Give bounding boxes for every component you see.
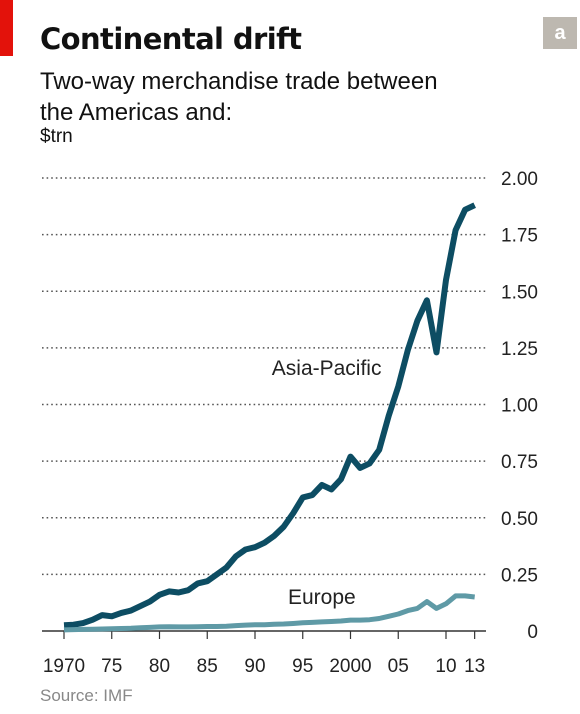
- brand-red-bar: [0, 0, 13, 56]
- x-tick-label: 80: [149, 656, 170, 677]
- series-lines: [63, 202, 476, 633]
- source-note: Source: IMF: [40, 686, 133, 705]
- x-tick-label: 90: [244, 656, 265, 677]
- y-tick-label: 0.50: [501, 509, 538, 530]
- series-line-asia-pacific: [63, 202, 476, 629]
- publisher-logo: a: [543, 17, 577, 49]
- gridlines: [42, 177, 486, 632]
- y-tick-label: 1.25: [501, 339, 538, 360]
- y-tick-label: 0.25: [501, 565, 538, 586]
- y-tick-label: 1.00: [501, 396, 538, 417]
- x-tick-label: 05: [388, 656, 409, 677]
- y-tick-label: 1.50: [501, 282, 538, 303]
- y-tick-label: 1.75: [501, 226, 538, 247]
- x-tick-label: 75: [101, 656, 122, 677]
- y-tick-labels: 0 0.25 0.50 0.75 1.00 1.25 1.50 1.75 2.00: [501, 169, 538, 643]
- x-tick-label: 13: [464, 656, 485, 677]
- series-label: Europe: [288, 586, 356, 609]
- chart-subtitle: Two-way merchandise trade between the Am…: [40, 68, 438, 126]
- x-tick-label: 1970: [43, 656, 85, 677]
- chart-title: Continental drift: [40, 22, 302, 56]
- x-tick-label: 95: [292, 656, 313, 677]
- x-tick-labels: 1970 75 80 85 90 95 2000 05 10 13: [43, 631, 485, 677]
- x-tick-label: 85: [197, 656, 218, 677]
- series-annotations: Asia-Pacific Europe: [272, 357, 382, 609]
- y-tick-label: 2.00: [501, 169, 538, 190]
- x-tick-label: 10: [435, 656, 456, 677]
- series-line-europe: [63, 593, 475, 633]
- y-tick-label: 0: [527, 622, 538, 643]
- series-label: Asia-Pacific: [272, 357, 382, 380]
- unit-label: $trn: [40, 126, 73, 147]
- y-tick-label: 0.75: [501, 452, 538, 473]
- x-tick-label: 2000: [329, 656, 371, 677]
